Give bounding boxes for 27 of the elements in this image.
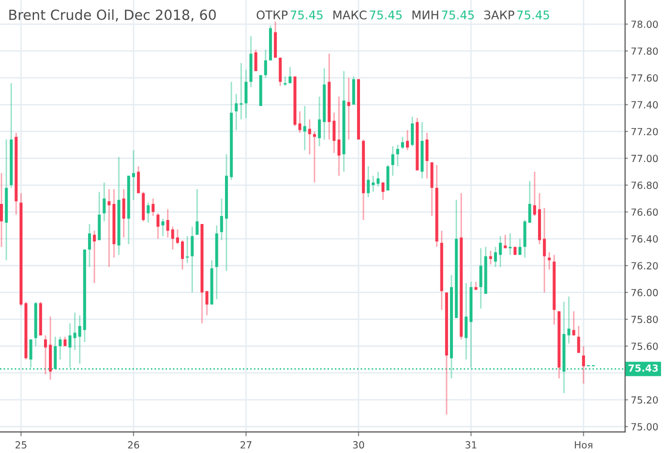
y-tick-label: 76.00: [631, 288, 658, 296]
x-tick-label: Ноя: [574, 441, 592, 449]
y-tick-label: 76.40: [631, 235, 658, 243]
y-tick-label: 76.20: [631, 262, 658, 270]
y-tick-label: 76.60: [631, 208, 658, 216]
y-tick-label: 77.20: [631, 128, 658, 136]
annotation: ОТКР 75.45: [256, 10, 323, 20]
ref-line-label: 75.43: [628, 364, 658, 372]
y-tick-label: 75.00: [631, 423, 658, 430]
y-tick-label: 77.40: [631, 101, 658, 108]
y-tick-label: 75.60: [631, 342, 658, 350]
y-tick-label: 77.80: [631, 47, 658, 55]
y-tick-label: 78.00: [631, 20, 658, 28]
x-tick-label: 31: [466, 441, 476, 449]
annotation: МАКС 75.45: [333, 10, 402, 20]
y-tick-label: 75.80: [631, 316, 658, 324]
y-tick-label: 77.00: [631, 154, 658, 162]
x-tick-label: 26: [128, 441, 140, 449]
x-tick-label: 30: [353, 441, 364, 449]
x-tick-label: 25: [16, 441, 26, 449]
annotation: ЗАКР 75.45: [484, 10, 550, 20]
annotation: МИН 75.45: [412, 10, 474, 20]
y-tick-label: 75.20: [631, 396, 658, 404]
y-tick-label: 76.80: [631, 182, 658, 189]
x-tick-label: 27: [240, 441, 252, 448]
text: Brent Crude Oil, Dec 2018, 60: [9, 9, 216, 22]
y-tick-label: 77.60: [631, 74, 658, 82]
